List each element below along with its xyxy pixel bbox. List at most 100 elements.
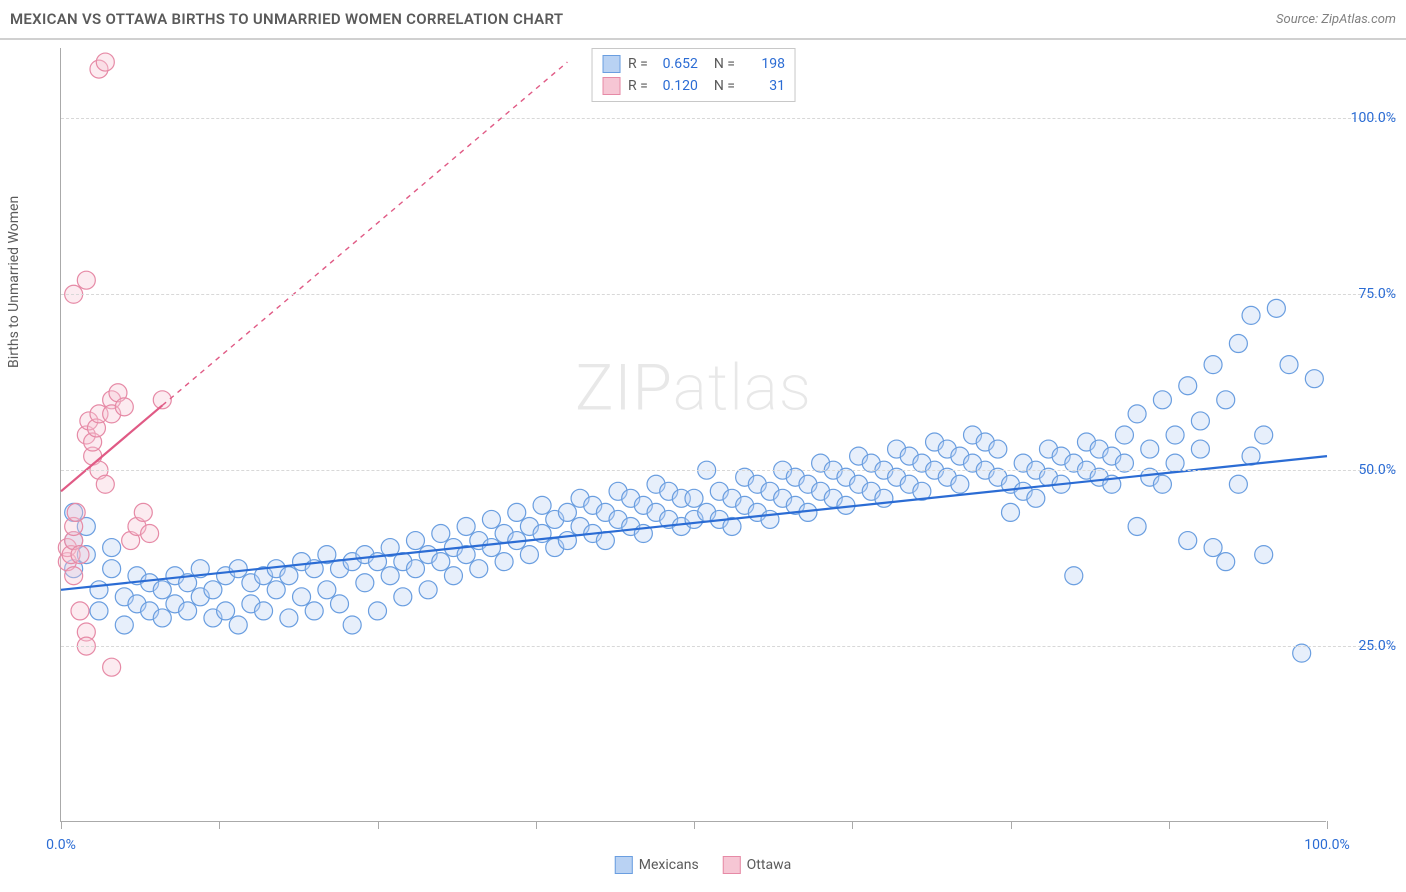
scatter-point <box>1217 553 1235 571</box>
scatter-point <box>1191 440 1209 458</box>
gridline-h <box>61 470 1396 471</box>
x-tick <box>852 821 853 829</box>
x-tick <box>536 821 537 829</box>
scatter-point <box>1229 475 1247 493</box>
scatter-point <box>951 475 969 493</box>
scatter-point <box>267 581 285 599</box>
scatter-point <box>482 539 500 557</box>
y-tick-label: 100.0% <box>1336 110 1396 126</box>
scatter-point <box>1255 546 1273 564</box>
scatter-point <box>394 588 412 606</box>
y-axis-label: Births to Unmarried Women <box>6 196 22 368</box>
scatter-point <box>280 609 298 627</box>
gridline-h <box>61 294 1396 295</box>
y-tick-label: 25.0% <box>1336 638 1396 654</box>
scatter-point <box>318 581 336 599</box>
scatter-point <box>331 595 349 613</box>
scatter-point <box>495 553 513 571</box>
scatter-point <box>115 616 133 634</box>
scatter-point <box>1191 412 1209 430</box>
scatter-point <box>1255 426 1273 444</box>
scatter-point <box>1204 539 1222 557</box>
scatter-point <box>1065 567 1083 585</box>
scatter-point <box>406 560 424 578</box>
x-tick <box>1011 821 1012 829</box>
scatter-point <box>103 539 121 557</box>
legend-label-mexicans: Mexicans <box>639 857 699 873</box>
scatter-point <box>229 560 247 578</box>
plot-svg <box>61 48 1327 822</box>
x-tick <box>1169 821 1170 829</box>
scatter-point <box>761 510 779 528</box>
trend-line-dashed <box>162 62 567 405</box>
scatter-point <box>280 567 298 585</box>
scatter-point <box>90 602 108 620</box>
scatter-point <box>115 398 133 416</box>
scatter-point <box>1280 356 1298 374</box>
scatter-point <box>356 574 374 592</box>
legend-swatch-mexicans <box>615 856 633 874</box>
scatter-point <box>1128 405 1146 423</box>
scatter-point <box>444 567 462 585</box>
scatter-point <box>103 560 121 578</box>
scatter-point <box>1204 356 1222 374</box>
x-tick <box>219 821 220 829</box>
scatter-point <box>1242 306 1260 324</box>
scatter-point <box>1305 370 1323 388</box>
scatter-point <box>1027 489 1045 507</box>
legend-item-ottawa: Ottawa <box>723 856 792 874</box>
scatter-point <box>204 581 222 599</box>
scatter-point <box>153 609 171 627</box>
scatter-point <box>229 616 247 634</box>
scatter-point <box>406 532 424 550</box>
scatter-point <box>217 602 235 620</box>
x-tick <box>694 821 695 829</box>
scatter-point <box>1217 391 1235 409</box>
scatter-point <box>77 271 95 289</box>
chart-container: MEXICAN VS OTTAWA BIRTHS TO UNMARRIED WO… <box>0 0 1406 892</box>
scatter-point <box>470 560 488 578</box>
scatter-point <box>432 525 450 543</box>
legend-label-ottawa: Ottawa <box>747 857 792 873</box>
x-tick-label: 100.0% <box>1304 837 1349 853</box>
x-tick-label: 0.0% <box>46 837 76 853</box>
scatter-point <box>153 581 171 599</box>
scatter-point <box>1179 532 1197 550</box>
header-bar: MEXICAN VS OTTAWA BIRTHS TO UNMARRIED WO… <box>0 0 1406 40</box>
chart-title: MEXICAN VS OTTAWA BIRTHS TO UNMARRIED WO… <box>10 10 563 28</box>
scatter-point <box>96 53 114 71</box>
scatter-point <box>71 546 89 564</box>
x-tick <box>1327 821 1328 829</box>
scatter-point <box>293 588 311 606</box>
scatter-point <box>1166 426 1184 444</box>
scatter-point <box>1115 426 1133 444</box>
y-tick-label: 50.0% <box>1336 462 1396 478</box>
scatter-point <box>255 602 273 620</box>
scatter-point <box>381 567 399 585</box>
scatter-point <box>1153 391 1171 409</box>
scatter-point <box>1229 335 1247 353</box>
x-tick <box>61 821 62 829</box>
gridline-h <box>61 646 1396 647</box>
scatter-point <box>343 616 361 634</box>
scatter-point <box>1002 503 1020 521</box>
scatter-point <box>369 602 387 620</box>
scatter-point <box>457 517 475 535</box>
scatter-point <box>558 532 576 550</box>
scatter-point <box>1128 517 1146 535</box>
legend-item-mexicans: Mexicans <box>615 856 699 874</box>
scatter-point <box>520 546 538 564</box>
scatter-point <box>141 525 159 543</box>
scatter-point <box>65 567 83 585</box>
scatter-point <box>533 496 551 514</box>
scatter-point <box>1179 377 1197 395</box>
scatter-point <box>1153 475 1171 493</box>
scatter-point <box>134 503 152 521</box>
scatter-point <box>685 489 703 507</box>
plot-area: ZIPatlas R = 0.652 N = 198 R = 0.120 N =… <box>60 48 1326 822</box>
scatter-point <box>989 440 1007 458</box>
scatter-point <box>305 602 323 620</box>
scatter-point <box>558 503 576 521</box>
scatter-point <box>179 602 197 620</box>
scatter-point <box>508 503 526 521</box>
